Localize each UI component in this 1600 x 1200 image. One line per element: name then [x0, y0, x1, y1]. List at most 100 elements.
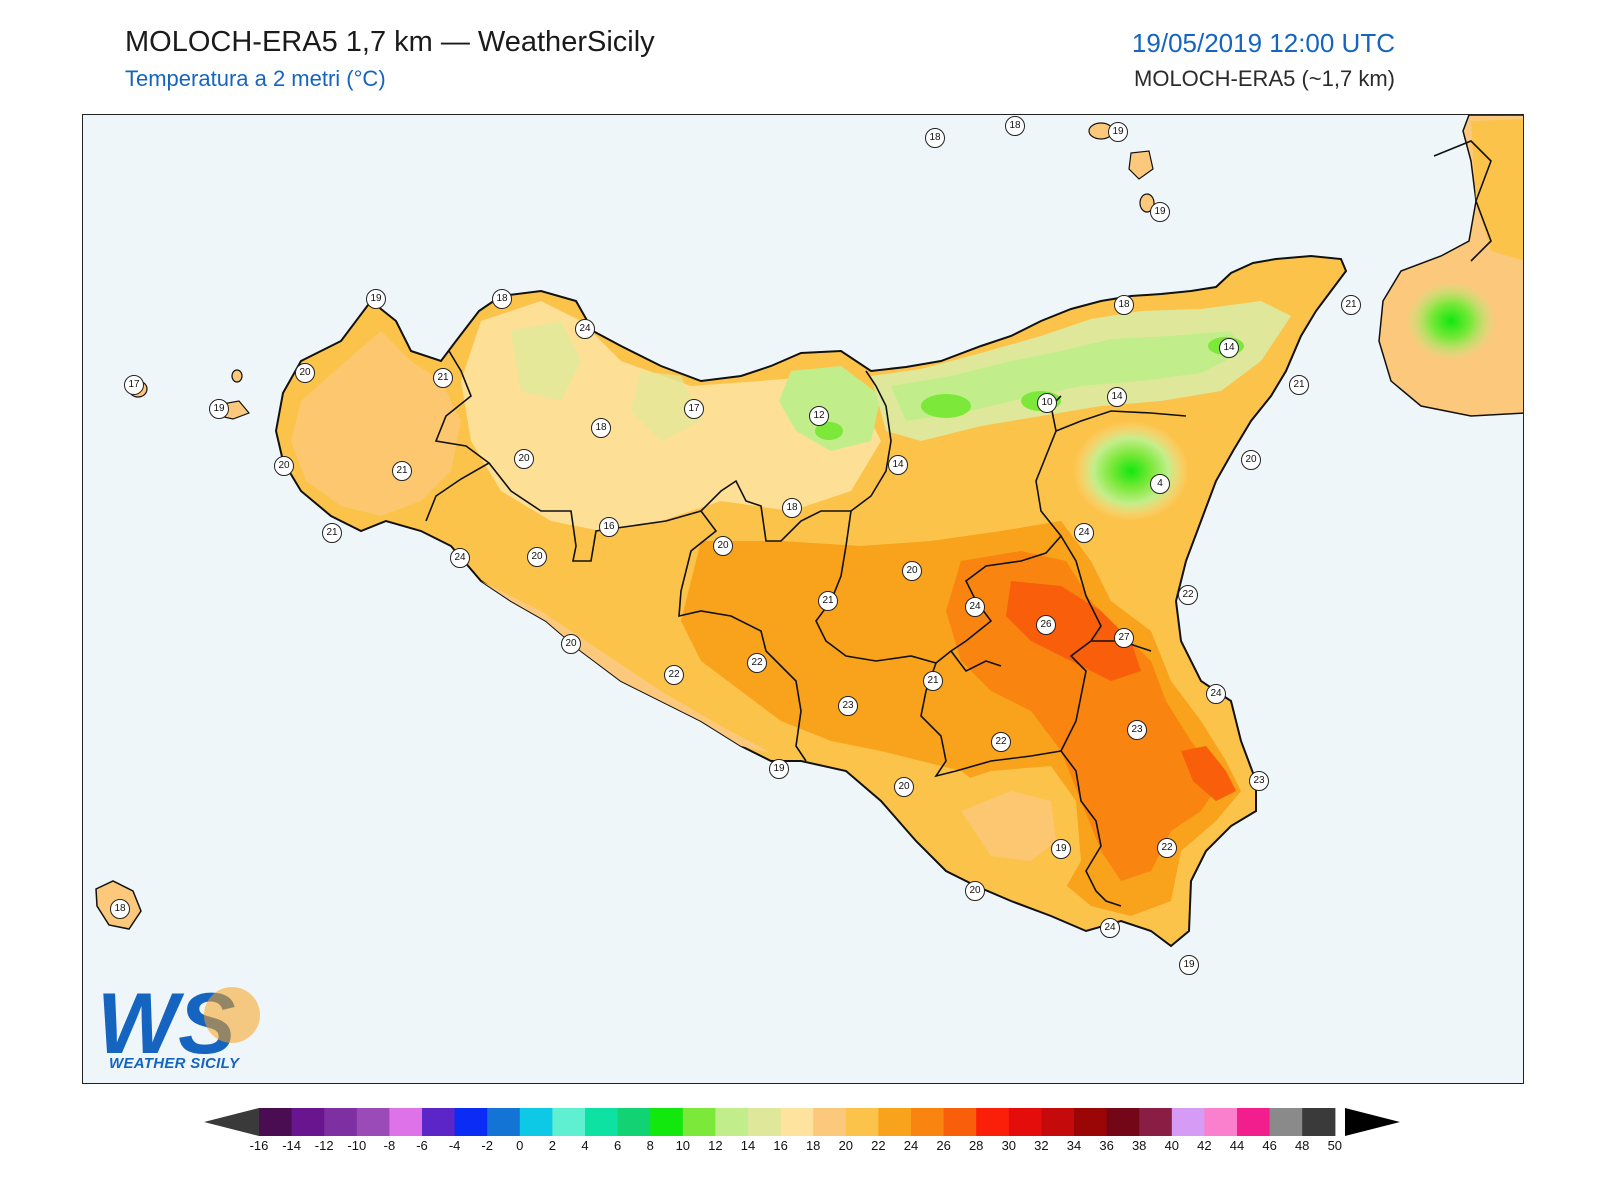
- station-marker[interactable]: 23: [1127, 720, 1147, 740]
- station-marker[interactable]: 22: [664, 665, 684, 685]
- station-marker[interactable]: 14: [1107, 387, 1127, 407]
- station-marker[interactable]: 23: [1249, 771, 1269, 791]
- station-marker[interactable]: 14: [888, 455, 908, 475]
- station-marker[interactable]: 10: [1037, 393, 1057, 413]
- station-marker[interactable]: 22: [1178, 585, 1198, 605]
- colorbar-tick-label: 26: [936, 1138, 951, 1153]
- island-salina: [1128, 150, 1154, 180]
- station-marker[interactable]: 20: [894, 777, 914, 797]
- colorbar-cell: [487, 1108, 521, 1136]
- colorbar-tick-label: -14: [282, 1138, 301, 1153]
- station-marker[interactable]: 18: [591, 418, 611, 438]
- colorbar-cell: [519, 1108, 553, 1136]
- station-marker[interactable]: 22: [1157, 838, 1177, 858]
- station-marker[interactable]: 19: [1108, 122, 1128, 142]
- colorbar-cell: [1302, 1108, 1336, 1136]
- station-marker[interactable]: 22: [991, 732, 1011, 752]
- colorbar-ticks: -16 -14 -12 -10 -8 -6 -4 -2 0 2 4 6 8 10 12 14 16 18 20 22 2…: [0, 1138, 1600, 1158]
- station-marker[interactable]: 4: [1150, 474, 1170, 494]
- colorbar-tick-label: 10: [675, 1138, 691, 1153]
- colorbar-cell: [1041, 1108, 1075, 1136]
- colorbar-tick-label: -4: [448, 1138, 461, 1153]
- colorbar-tick-label: 44: [1229, 1138, 1245, 1153]
- station-marker[interactable]: 18: [1005, 116, 1025, 136]
- colorbar-cell: [976, 1108, 1010, 1136]
- colorbar-cell: [1204, 1108, 1238, 1136]
- colorbar-cell: [911, 1108, 945, 1136]
- station-marker[interactable]: 18: [492, 289, 512, 309]
- station-marker[interactable]: 19: [769, 759, 789, 779]
- station-marker[interactable]: 21: [433, 368, 453, 388]
- station-marker[interactable]: 20: [1241, 450, 1261, 470]
- colorbar-cell: [813, 1108, 847, 1136]
- colorbar-cell: [715, 1108, 749, 1136]
- colorbar-cell: [943, 1108, 977, 1136]
- station-marker[interactable]: 21: [923, 671, 943, 691]
- colorbar-tick-label: 32: [1034, 1138, 1049, 1153]
- station-marker[interactable]: 18: [782, 498, 802, 518]
- colorbar-cell: [682, 1108, 716, 1136]
- station-marker[interactable]: 21: [1289, 375, 1309, 395]
- island-levanzo: [231, 369, 243, 383]
- station-marker[interactable]: 20: [713, 536, 733, 556]
- station-marker[interactable]: 22: [747, 653, 767, 673]
- colorbar-tick-label: 30: [1001, 1138, 1017, 1153]
- station-marker[interactable]: 21: [818, 591, 838, 611]
- station-marker[interactable]: 20: [561, 634, 581, 654]
- station-marker[interactable]: 12: [809, 406, 829, 426]
- station-marker[interactable]: 20: [902, 561, 922, 581]
- station-marker[interactable]: 24: [450, 548, 470, 568]
- map-area[interactable]: WS WEATHER SICILY 18 18 19 19 19 18 24 18 21 17 19…: [82, 114, 1524, 1084]
- colorbar-cell: [1008, 1108, 1042, 1136]
- station-marker[interactable]: 26: [1036, 615, 1056, 635]
- colorbar-cell: [748, 1108, 782, 1136]
- colorbar-cell: [845, 1108, 879, 1136]
- map-subtitle: Temperatura a 2 metri (°C): [125, 66, 386, 91]
- station-marker[interactable]: 19: [1051, 839, 1071, 859]
- station-marker[interactable]: 17: [684, 399, 704, 419]
- station-marker[interactable]: 23: [838, 696, 858, 716]
- colorbar-cell: [878, 1108, 912, 1136]
- station-marker[interactable]: 20: [527, 547, 547, 567]
- station-marker[interactable]: 18: [1114, 295, 1134, 315]
- colorbar-tick-label: 46: [1262, 1138, 1277, 1153]
- station-marker[interactable]: 18: [110, 899, 130, 919]
- colorbar-tick-label: 0: [516, 1138, 524, 1153]
- colorbar-cell: [1139, 1108, 1173, 1136]
- station-marker[interactable]: 20: [514, 449, 534, 469]
- colorbar-tick-label: -6: [416, 1138, 428, 1153]
- station-marker[interactable]: 19: [366, 289, 386, 309]
- station-marker[interactable]: 18: [925, 128, 945, 148]
- station-marker[interactable]: 19: [1150, 202, 1170, 222]
- station-marker[interactable]: 16: [599, 517, 619, 537]
- station-marker[interactable]: 20: [295, 363, 315, 383]
- station-marker[interactable]: 14: [1219, 338, 1239, 358]
- station-marker[interactable]: 24: [1206, 684, 1226, 704]
- weathersicily-logo: WS: [97, 975, 267, 1073]
- station-marker[interactable]: 24: [1100, 918, 1120, 938]
- station-marker[interactable]: 24: [1074, 523, 1094, 543]
- colorbar-cell: [650, 1108, 684, 1136]
- station-marker[interactable]: 21: [392, 461, 412, 481]
- valid-datetime: 19/05/2019 12:00 UTC: [1131, 28, 1395, 58]
- station-marker[interactable]: 24: [575, 319, 595, 339]
- colorbar-tick-label: 16: [773, 1138, 788, 1153]
- colorbar-high-arrow: [1345, 1108, 1400, 1136]
- station-marker[interactable]: 19: [1179, 955, 1199, 975]
- station-marker[interactable]: 27: [1114, 628, 1134, 648]
- temperature-map: [95, 115, 1523, 948]
- station-marker[interactable]: 21: [322, 523, 342, 543]
- station-marker[interactable]: 21: [1341, 295, 1361, 315]
- colorbar-tick-label: -10: [347, 1138, 367, 1153]
- station-marker[interactable]: 20: [965, 881, 985, 901]
- colorbar-cell: [422, 1108, 456, 1136]
- colorbar-cell: [356, 1108, 390, 1136]
- colorbar-tick-label: 48: [1294, 1138, 1310, 1153]
- colorbar-low-arrow: [204, 1108, 259, 1136]
- colorbar-tick-label: 40: [1164, 1138, 1180, 1153]
- colorbar-cell: [1269, 1108, 1303, 1136]
- station-marker[interactable]: 24: [965, 597, 985, 617]
- station-marker[interactable]: 20: [274, 456, 294, 476]
- station-marker[interactable]: 17: [124, 375, 144, 395]
- station-marker[interactable]: 19: [209, 399, 229, 419]
